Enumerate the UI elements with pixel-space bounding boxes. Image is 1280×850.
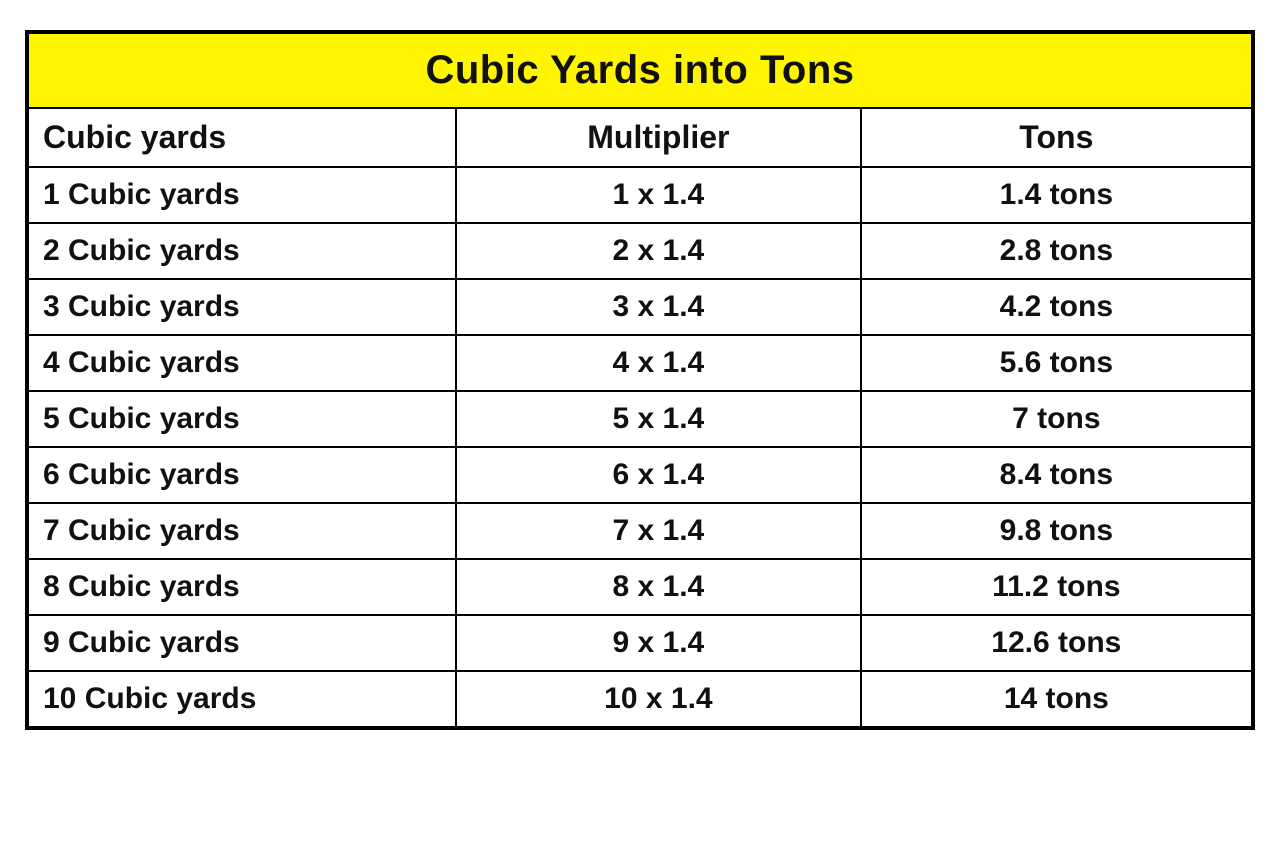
table-cell: 11.2 tons	[861, 559, 1253, 615]
table-row: 1 Cubic yards1 x 1.41.4 tons	[27, 167, 1253, 223]
table-cell: 7 tons	[861, 391, 1253, 447]
table-cell: 9.8 tons	[861, 503, 1253, 559]
column-header: Multiplier	[456, 108, 861, 167]
column-header: Cubic yards	[27, 108, 456, 167]
table-cell: 10 Cubic yards	[27, 671, 456, 728]
table-cell: 7 Cubic yards	[27, 503, 456, 559]
table-cell: 4.2 tons	[861, 279, 1253, 335]
table-cell: 8 x 1.4	[456, 559, 861, 615]
table-row: 6 Cubic yards6 x 1.48.4 tons	[27, 447, 1253, 503]
table-row: 9 Cubic yards9 x 1.412.6 tons	[27, 615, 1253, 671]
table-cell: 5 Cubic yards	[27, 391, 456, 447]
table-row: 8 Cubic yards8 x 1.411.2 tons	[27, 559, 1253, 615]
table-row: 10 Cubic yards10 x 1.414 tons	[27, 671, 1253, 728]
table-cell: 5 x 1.4	[456, 391, 861, 447]
table-row: 3 Cubic yards3 x 1.44.2 tons	[27, 279, 1253, 335]
table-cell: 6 x 1.4	[456, 447, 861, 503]
table-cell: 1 Cubic yards	[27, 167, 456, 223]
table-cell: 1.4 tons	[861, 167, 1253, 223]
table-body: 1 Cubic yards1 x 1.41.4 tons2 Cubic yard…	[27, 167, 1253, 728]
table-title: Cubic Yards into Tons	[27, 32, 1253, 108]
table-cell: 3 x 1.4	[456, 279, 861, 335]
column-header: Tons	[861, 108, 1253, 167]
table-cell: 4 Cubic yards	[27, 335, 456, 391]
table-row: 5 Cubic yards5 x 1.47 tons	[27, 391, 1253, 447]
conversion-table: Cubic Yards into Tons Cubic yardsMultipl…	[25, 30, 1255, 730]
table-cell: 2.8 tons	[861, 223, 1253, 279]
table-cell: 1 x 1.4	[456, 167, 861, 223]
table-cell: 6 Cubic yards	[27, 447, 456, 503]
table-cell: 2 Cubic yards	[27, 223, 456, 279]
table-row: 4 Cubic yards4 x 1.45.6 tons	[27, 335, 1253, 391]
table-cell: 5.6 tons	[861, 335, 1253, 391]
table-cell: 3 Cubic yards	[27, 279, 456, 335]
table-cell: 10 x 1.4	[456, 671, 861, 728]
table-row: 7 Cubic yards7 x 1.49.8 tons	[27, 503, 1253, 559]
table-cell: 2 x 1.4	[456, 223, 861, 279]
table-cell: 8 Cubic yards	[27, 559, 456, 615]
table-cell: 8.4 tons	[861, 447, 1253, 503]
table-row: 2 Cubic yards2 x 1.42.8 tons	[27, 223, 1253, 279]
table-cell: 12.6 tons	[861, 615, 1253, 671]
table-cell: 9 x 1.4	[456, 615, 861, 671]
table-header-row: Cubic yardsMultiplierTons	[27, 108, 1253, 167]
table-cell: 14 tons	[861, 671, 1253, 728]
table-cell: 4 x 1.4	[456, 335, 861, 391]
table-cell: 7 x 1.4	[456, 503, 861, 559]
table-cell: 9 Cubic yards	[27, 615, 456, 671]
